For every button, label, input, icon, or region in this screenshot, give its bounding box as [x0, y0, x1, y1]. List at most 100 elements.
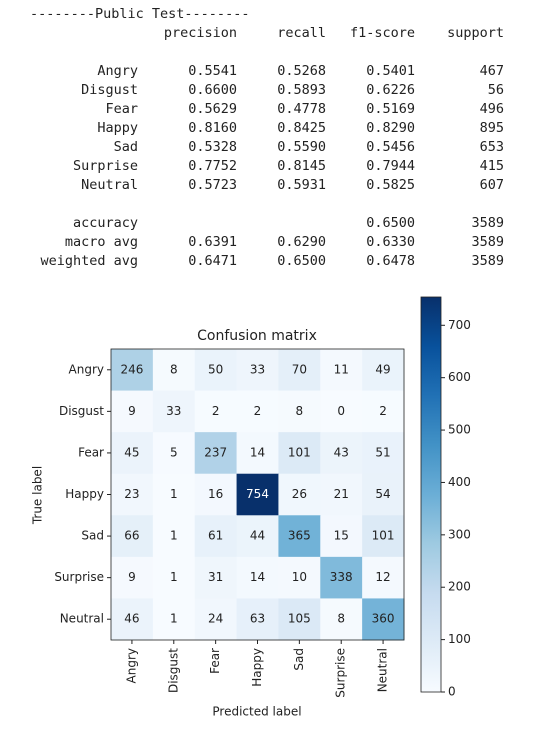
heatmap-cell: [194, 473, 238, 516]
cell-label: 24: [208, 612, 223, 626]
report-cell: 0.5893: [277, 82, 326, 98]
cell-label: 8: [337, 612, 345, 626]
heatmap-cell: [278, 598, 321, 641]
heatmap-cell: [236, 473, 279, 516]
cell-label: 1: [170, 529, 178, 543]
cell-label: 0: [337, 404, 345, 418]
report-header: f1-score: [350, 25, 415, 41]
heatmap-cell: [278, 390, 321, 433]
y-tick-label: Surprise: [54, 570, 104, 584]
report-cell: 0.6290: [277, 234, 326, 250]
report-cell: 496: [480, 101, 504, 117]
heatmap-cell: [236, 598, 279, 641]
cell-label: 11: [334, 362, 349, 376]
report-cell: 0.7752: [188, 158, 237, 174]
report-cell: 415: [480, 158, 504, 174]
cell-label: 46: [124, 612, 139, 626]
report-cell: 0.5825: [366, 177, 415, 193]
report-row-label: Fear: [105, 101, 138, 117]
colorbar-tick-label: 100: [448, 632, 471, 646]
heatmap-cell: [362, 598, 405, 641]
colorbar: [420, 296, 442, 693]
report-cell: 0.8160: [188, 120, 237, 136]
report-cell: 0.6600: [188, 82, 237, 98]
report-cell: 0.5169: [366, 101, 415, 117]
cell-label: 101: [372, 529, 395, 543]
cell-label: 16: [208, 487, 223, 501]
cell-label: 33: [166, 404, 181, 418]
heatmap-cell: [236, 390, 279, 433]
colorbar-tick-label: 200: [448, 580, 471, 594]
report-cell: 0.4778: [277, 101, 326, 117]
cell-label: 1: [170, 487, 178, 501]
report-cell: 0.6478: [366, 253, 415, 269]
heatmap-cell: [152, 515, 196, 558]
cell-label: 66: [124, 529, 139, 543]
heatmap-cell: [362, 432, 405, 475]
report-cell: 0.5401: [366, 63, 415, 79]
cell-label: 51: [375, 445, 390, 459]
heatmap-cell: [362, 515, 405, 558]
heatmap-cell: [320, 432, 363, 475]
cell-label: 10: [292, 570, 307, 584]
cell-label: 1: [170, 612, 178, 626]
cell-label: 105: [288, 612, 311, 626]
heatmap-cell: [236, 556, 279, 599]
heatmap-cell: [111, 556, 154, 599]
cell-label: 8: [170, 362, 178, 376]
report-cell: 3589: [471, 253, 504, 269]
heatmap-cell: [362, 473, 405, 516]
heatmap-cell: [152, 432, 196, 475]
report-cell: 653: [480, 139, 504, 155]
cell-label: 21: [334, 487, 349, 501]
cell-label: 44: [250, 529, 265, 543]
cell-label: 8: [296, 404, 304, 418]
report-row-label: Angry: [97, 63, 138, 79]
cell-label: 9: [128, 570, 136, 584]
heatmap-cell: [278, 473, 321, 516]
report-header: support: [447, 25, 504, 41]
x-tick-label: Fear: [208, 648, 222, 674]
heatmap-cell: [320, 390, 363, 433]
cell-label: 63: [250, 612, 265, 626]
x-tick-label: Neutral: [376, 648, 390, 692]
cell-label: 43: [334, 445, 349, 459]
y-tick-label: Sad: [81, 529, 104, 543]
report-row-label: Happy: [97, 120, 138, 136]
heatmap-cell: [152, 349, 196, 392]
heatmap-cell: [278, 515, 321, 558]
report-cell: 467: [480, 63, 504, 79]
report-cell: 0.5931: [277, 177, 326, 193]
report-cell: 0.5456: [366, 139, 415, 155]
cell-label: 23: [124, 487, 139, 501]
report-header: recall: [277, 25, 326, 41]
cell-label: 26: [292, 487, 307, 501]
heatmap-cell: [194, 556, 238, 599]
heatmap-cell: [362, 556, 405, 599]
heatmap-cell: [111, 349, 154, 392]
heatmap-cell: [362, 390, 405, 433]
cell-label: 2: [212, 404, 220, 418]
cell-label: 45: [124, 445, 139, 459]
heatmap-cell: [236, 349, 279, 392]
heatmap-cell: [152, 473, 196, 516]
report-header: precision: [164, 25, 237, 41]
cell-label: 12: [375, 570, 390, 584]
cell-label: 365: [288, 529, 311, 543]
heatmap-cell: [320, 556, 363, 599]
report-cell: 0.5629: [188, 101, 237, 117]
x-tick-label: Happy: [250, 648, 264, 687]
report-cell: 895: [480, 120, 504, 136]
y-tick-label: Angry: [69, 362, 104, 376]
heatmap-cell: [194, 598, 238, 641]
heatmap-cell: [320, 349, 363, 392]
report-cell: 0.8145: [277, 158, 326, 174]
colorbar-tick-label: 300: [448, 527, 471, 541]
report-cell: 0.5268: [277, 63, 326, 79]
colorbar-tick-label: 500: [448, 423, 471, 437]
x-tick-label: Sad: [292, 648, 306, 671]
heatmap-cell: [194, 432, 238, 475]
y-tick-label: Neutral: [60, 612, 104, 626]
report-cell: 0.6500: [277, 253, 326, 269]
